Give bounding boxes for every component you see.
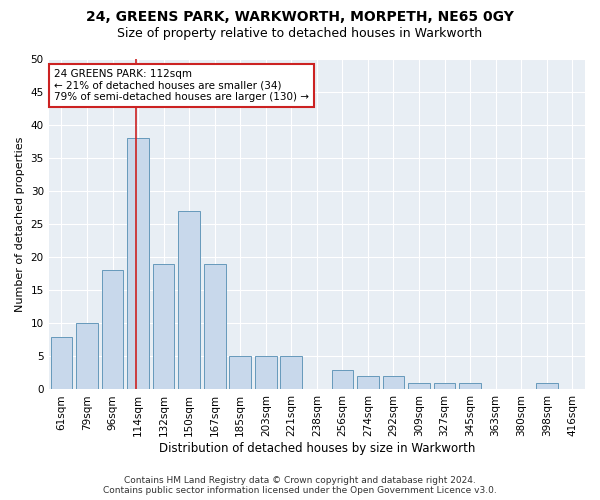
Text: 24 GREENS PARK: 112sqm
← 21% of detached houses are smaller (34)
79% of semi-det: 24 GREENS PARK: 112sqm ← 21% of detached… bbox=[54, 69, 309, 102]
Bar bbox=[178, 211, 200, 390]
Text: Contains HM Land Registry data © Crown copyright and database right 2024.
Contai: Contains HM Land Registry data © Crown c… bbox=[103, 476, 497, 495]
Bar bbox=[280, 356, 302, 390]
Bar bbox=[127, 138, 149, 390]
Bar bbox=[153, 264, 175, 390]
Bar bbox=[204, 264, 226, 390]
Text: Size of property relative to detached houses in Warkworth: Size of property relative to detached ho… bbox=[118, 28, 482, 40]
Bar bbox=[408, 383, 430, 390]
Bar bbox=[255, 356, 277, 390]
Bar bbox=[332, 370, 353, 390]
Bar bbox=[357, 376, 379, 390]
X-axis label: Distribution of detached houses by size in Warkworth: Distribution of detached houses by size … bbox=[158, 442, 475, 455]
Bar bbox=[383, 376, 404, 390]
Bar bbox=[459, 383, 481, 390]
Bar bbox=[229, 356, 251, 390]
Bar bbox=[76, 324, 98, 390]
Y-axis label: Number of detached properties: Number of detached properties bbox=[15, 136, 25, 312]
Bar bbox=[101, 270, 124, 390]
Bar bbox=[536, 383, 557, 390]
Text: 24, GREENS PARK, WARKWORTH, MORPETH, NE65 0GY: 24, GREENS PARK, WARKWORTH, MORPETH, NE6… bbox=[86, 10, 514, 24]
Bar bbox=[50, 336, 72, 390]
Bar bbox=[434, 383, 455, 390]
